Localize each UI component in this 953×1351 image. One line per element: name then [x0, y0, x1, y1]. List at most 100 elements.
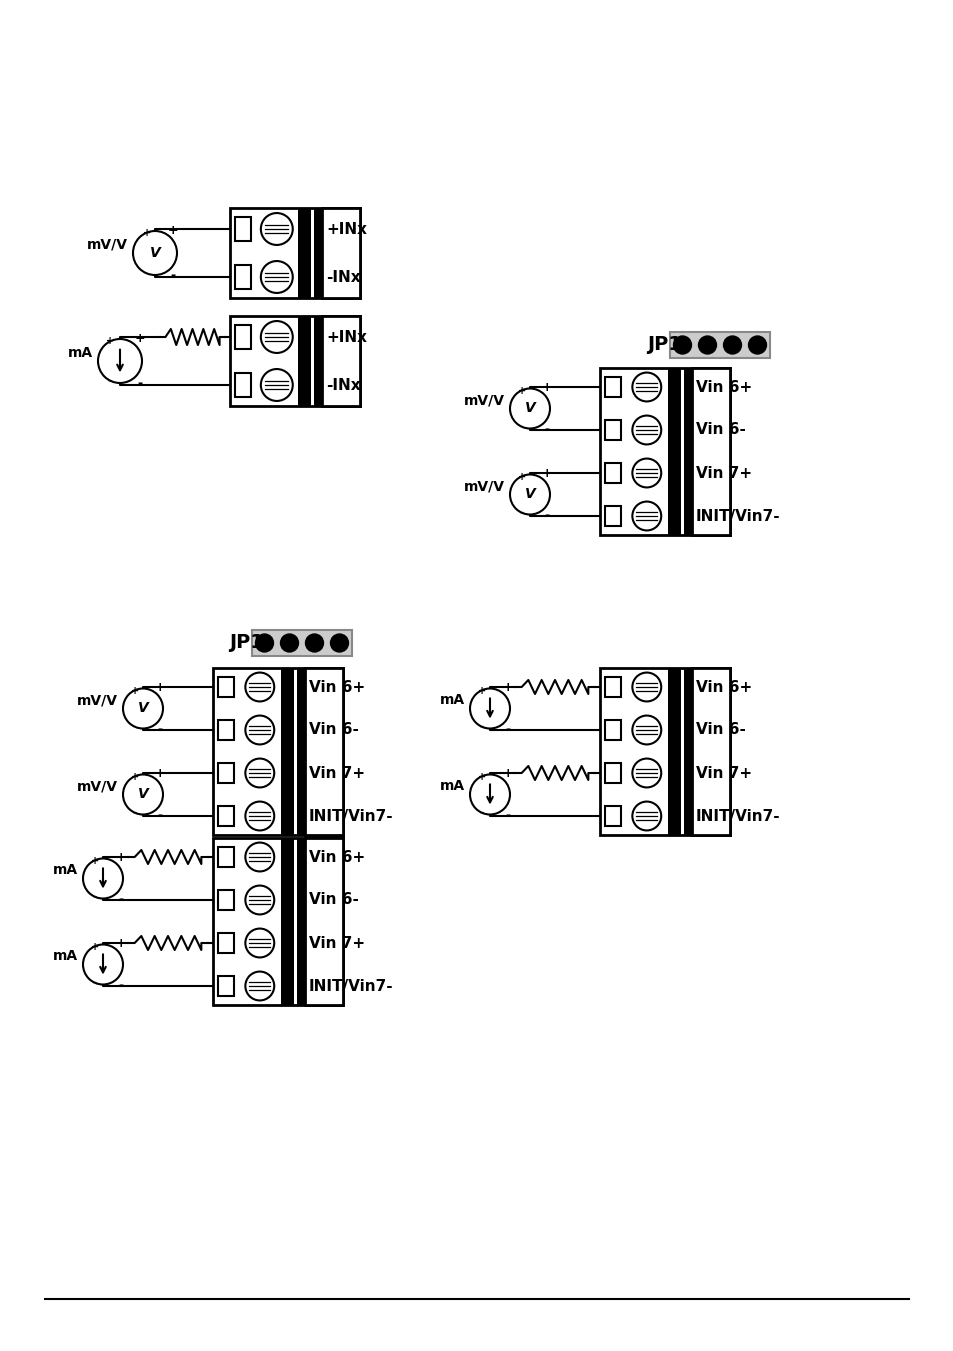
- Circle shape: [632, 758, 660, 788]
- Text: -INx: -INx: [326, 377, 360, 393]
- Circle shape: [132, 231, 177, 276]
- Circle shape: [510, 389, 550, 428]
- Circle shape: [470, 689, 510, 728]
- Bar: [218, 762, 233, 784]
- Text: +: +: [517, 471, 525, 481]
- Text: -: -: [118, 893, 124, 907]
- Text: Vin 6+: Vin 6+: [696, 380, 752, 394]
- Text: +INx: +INx: [326, 222, 367, 236]
- Text: -INx: -INx: [326, 269, 360, 285]
- Circle shape: [260, 213, 293, 245]
- Circle shape: [470, 774, 510, 815]
- Bar: [604, 720, 620, 740]
- Text: -: -: [108, 376, 112, 386]
- Bar: [305, 838, 343, 1005]
- Text: V: V: [137, 701, 149, 716]
- Text: +: +: [477, 685, 485, 696]
- Text: V: V: [150, 246, 160, 259]
- Circle shape: [280, 634, 298, 651]
- Circle shape: [632, 716, 660, 744]
- Bar: [305, 667, 343, 835]
- Bar: [667, 667, 679, 835]
- Text: mV/V: mV/V: [463, 393, 504, 408]
- Bar: [667, 367, 679, 535]
- Text: +: +: [154, 767, 165, 780]
- Circle shape: [245, 971, 274, 1001]
- Text: +: +: [134, 332, 145, 346]
- Bar: [280, 838, 294, 1005]
- Circle shape: [260, 369, 293, 401]
- Circle shape: [632, 501, 660, 531]
- Bar: [218, 932, 233, 954]
- Text: mA: mA: [52, 863, 78, 878]
- Bar: [235, 265, 251, 289]
- Bar: [280, 667, 294, 835]
- Text: -: -: [505, 723, 510, 736]
- Text: Vin 7+: Vin 7+: [696, 766, 751, 781]
- Text: -: -: [170, 269, 175, 281]
- Bar: [684, 367, 692, 535]
- Text: +: +: [477, 771, 485, 781]
- Bar: [213, 667, 343, 835]
- Bar: [599, 367, 729, 535]
- Text: +: +: [167, 224, 177, 238]
- Text: +: +: [91, 942, 99, 951]
- Text: -: -: [519, 508, 523, 517]
- Text: Vin 7+: Vin 7+: [309, 935, 365, 951]
- Circle shape: [98, 339, 142, 382]
- Text: Vin 6+: Vin 6+: [309, 850, 365, 865]
- Bar: [235, 218, 251, 240]
- Text: +: +: [106, 336, 114, 346]
- Bar: [604, 462, 620, 484]
- Circle shape: [698, 336, 716, 354]
- Bar: [230, 316, 359, 407]
- Text: INIT/Vin7-: INIT/Vin7-: [696, 508, 780, 523]
- Text: +: +: [502, 767, 513, 780]
- Bar: [604, 677, 620, 697]
- Bar: [669, 332, 769, 358]
- Bar: [692, 367, 729, 535]
- Circle shape: [83, 944, 123, 985]
- Circle shape: [245, 928, 274, 958]
- Bar: [604, 505, 620, 527]
- Text: mA: mA: [52, 950, 78, 963]
- Text: Vin 7+: Vin 7+: [696, 466, 751, 481]
- Circle shape: [673, 336, 691, 354]
- Circle shape: [245, 843, 274, 871]
- Bar: [322, 316, 359, 407]
- Bar: [252, 630, 352, 657]
- Text: -: -: [157, 723, 162, 736]
- Circle shape: [245, 885, 274, 915]
- Circle shape: [255, 634, 274, 651]
- Text: Vin 7+: Vin 7+: [309, 766, 365, 781]
- Bar: [604, 420, 620, 440]
- Text: -: -: [92, 892, 97, 901]
- Bar: [297, 667, 305, 835]
- Circle shape: [331, 634, 348, 651]
- Circle shape: [748, 336, 765, 354]
- Text: -: -: [118, 979, 124, 992]
- Text: -: -: [132, 808, 137, 817]
- Text: Vin 6-: Vin 6-: [309, 723, 358, 738]
- Bar: [314, 316, 322, 407]
- Bar: [218, 720, 233, 740]
- Bar: [218, 975, 233, 997]
- Bar: [314, 208, 322, 299]
- Circle shape: [632, 458, 660, 488]
- Circle shape: [83, 858, 123, 898]
- Text: mV/V: mV/V: [77, 693, 118, 708]
- Circle shape: [632, 416, 660, 444]
- Text: -: -: [544, 423, 549, 436]
- Text: mA: mA: [68, 346, 92, 359]
- Bar: [230, 208, 359, 299]
- Circle shape: [632, 801, 660, 831]
- Bar: [213, 838, 343, 1005]
- Bar: [235, 326, 251, 349]
- Text: Vin 6+: Vin 6+: [696, 680, 752, 694]
- Text: Vin 6-: Vin 6-: [696, 423, 745, 438]
- Text: +INx: +INx: [326, 330, 367, 345]
- Bar: [684, 667, 692, 835]
- Bar: [692, 667, 729, 835]
- Text: +: +: [502, 681, 513, 694]
- Text: INIT/Vin7-: INIT/Vin7-: [309, 978, 394, 993]
